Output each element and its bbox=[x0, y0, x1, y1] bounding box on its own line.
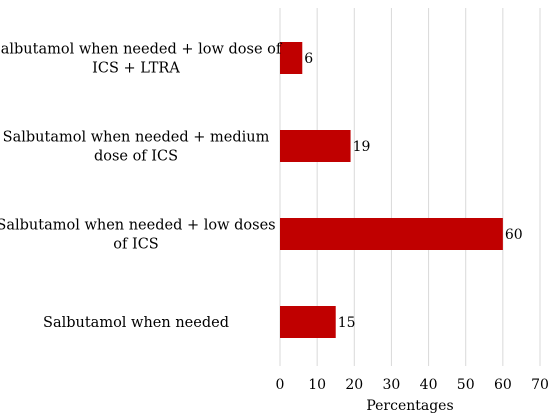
x-tick-label: 70 bbox=[531, 377, 549, 393]
category-label: of ICS bbox=[113, 237, 158, 253]
category-label: Salbutamol when needed bbox=[43, 315, 229, 331]
data-label: 15 bbox=[338, 315, 356, 331]
x-axis-ticks: 0 10 20 30 40 50 60 70 bbox=[276, 377, 549, 393]
category-label: Salbutamol when needed + low doses bbox=[0, 218, 276, 234]
bar bbox=[280, 42, 303, 74]
bar bbox=[280, 218, 503, 250]
bar bbox=[280, 130, 351, 162]
category-label: Salbutamol when needed + medium bbox=[3, 130, 270, 146]
x-tick-label: 50 bbox=[457, 377, 475, 393]
x-tick-label: 0 bbox=[276, 377, 285, 393]
data-label: 6 bbox=[304, 51, 313, 67]
category-labels: Salbutamol when needed + low dose of ICS … bbox=[0, 42, 283, 332]
grid bbox=[279, 8, 541, 366]
data-label: 19 bbox=[353, 139, 371, 155]
x-tick-label: 10 bbox=[308, 377, 326, 393]
x-tick-label: 30 bbox=[383, 377, 401, 393]
category-label: ICS + LTRA bbox=[92, 61, 180, 77]
data-labels: 6 19 60 15 bbox=[304, 51, 522, 331]
data-label: 60 bbox=[505, 227, 523, 243]
x-tick-label: 20 bbox=[345, 377, 363, 393]
x-tick-label: 60 bbox=[494, 377, 512, 393]
category-label: Salbutamol when needed + low dose of bbox=[0, 42, 283, 58]
bars bbox=[280, 42, 503, 338]
category-label: dose of ICS bbox=[94, 149, 178, 165]
x-tick-label: 40 bbox=[420, 377, 438, 393]
x-axis-title: Percentages bbox=[366, 398, 453, 414]
bar bbox=[280, 306, 336, 338]
